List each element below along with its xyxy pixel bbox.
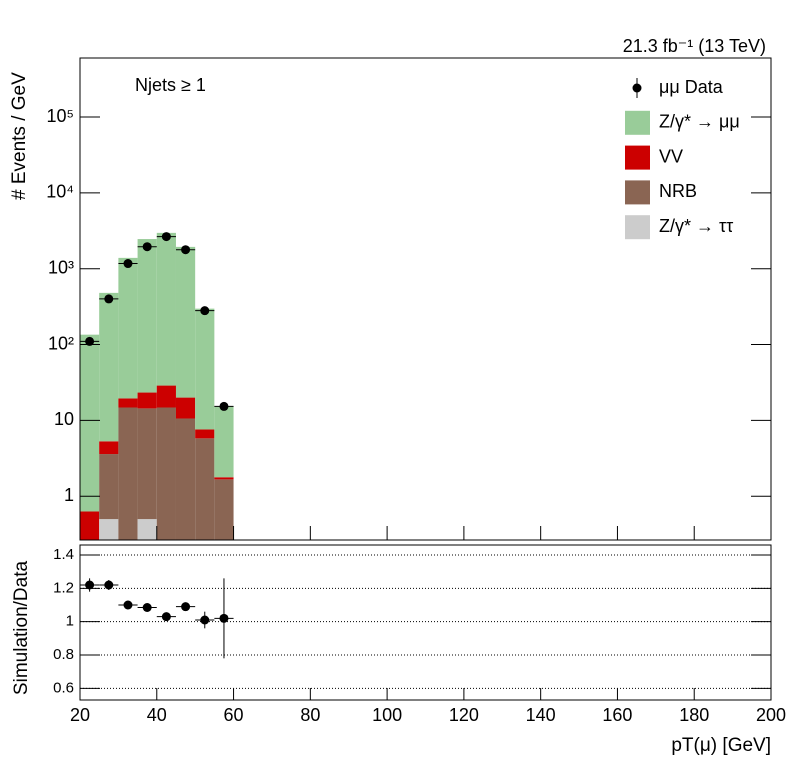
x-tick-label: 120	[449, 705, 479, 725]
stack-bar	[214, 477, 234, 480]
stack-bar	[99, 454, 119, 520]
x-tick-label: 60	[224, 705, 244, 725]
data-point	[104, 294, 114, 304]
x-tick-label: 140	[526, 705, 556, 725]
data-point	[85, 336, 95, 346]
ratio-point	[104, 580, 114, 590]
y-tick-label: 10²	[48, 333, 74, 353]
x-tick-label: 20	[70, 705, 90, 725]
legend-swatch	[625, 215, 650, 240]
y-axis-label: # Events / GeV	[9, 72, 30, 200]
stack-bar	[80, 334, 100, 512]
x-tick-label: 80	[300, 705, 320, 725]
lumi-title: 21.3 fb⁻¹ (13 TeV)	[623, 36, 766, 56]
stack-bar	[214, 406, 234, 478]
y-tick-label: 1	[64, 485, 74, 505]
annotation: Njets ≥ 1	[135, 75, 206, 95]
data-point	[123, 259, 133, 269]
x-axis-label: pT(μ) [GeV]	[671, 735, 771, 756]
ratio-point	[142, 603, 152, 612]
y-tick-label: 1.2	[53, 579, 74, 596]
frame	[79, 57, 772, 541]
data-point	[219, 401, 229, 411]
legend-label: Z/γ* → μμ	[659, 112, 740, 132]
data-point	[181, 245, 191, 255]
stack-bar	[137, 392, 157, 409]
ratio-point	[85, 580, 95, 590]
stack-bar	[80, 511, 100, 540]
ratio-point	[123, 600, 133, 610]
legend-label: Z/γ* → ττ	[659, 216, 733, 236]
stack-bar	[118, 257, 138, 399]
stack-bar	[137, 408, 157, 520]
x-tick-label: 200	[756, 705, 786, 725]
y-tick-label: 1	[66, 613, 74, 630]
stack-bar	[175, 418, 196, 540]
stack-bar	[214, 479, 234, 540]
stack-bar	[156, 232, 176, 386]
stack-bar	[118, 398, 138, 408]
stack-bar	[137, 519, 157, 540]
legend-label: μμ Data	[659, 77, 724, 97]
ratio-point	[161, 612, 171, 622]
x-tick-label: 160	[602, 705, 632, 725]
y-tick-label: 0.6	[53, 679, 74, 696]
stack-bar	[137, 239, 157, 393]
legend-swatch	[625, 110, 650, 135]
y-tick-label: 10⁴	[46, 182, 74, 202]
ratio-y-axis-label: Simulation/Data	[11, 561, 32, 696]
y-tick-label: 1.4	[53, 546, 74, 563]
stack-bar	[195, 429, 215, 439]
data-point	[142, 242, 152, 252]
y-tick-label: 0.8	[53, 646, 74, 663]
frame	[79, 544, 772, 701]
y-tick-label: 10⁵	[47, 106, 74, 126]
stack-bar	[195, 438, 215, 540]
y-tick-label: 10	[54, 409, 74, 429]
legend-swatch	[625, 180, 650, 205]
x-tick-label: 100	[372, 705, 402, 725]
stack-bar	[175, 397, 196, 419]
stack-bar	[99, 292, 119, 442]
stack-bar	[118, 407, 138, 540]
stack-bar	[99, 519, 119, 540]
ratio-point	[181, 602, 191, 612]
stack-bar	[175, 246, 196, 398]
y-tick-label: 10³	[48, 257, 74, 277]
ratio-point	[219, 613, 229, 623]
ratio-point	[200, 615, 210, 625]
legend-label: NRB	[659, 181, 697, 201]
stack-bar	[156, 385, 176, 408]
stack-bar	[156, 407, 176, 540]
stack-bar	[195, 308, 215, 430]
legend-swatch	[625, 145, 650, 170]
data-point	[161, 232, 171, 242]
legend-label: VV	[659, 146, 683, 166]
data-point	[200, 306, 210, 316]
x-tick-label: 180	[679, 705, 709, 725]
x-tick-label: 40	[147, 705, 167, 725]
stack-bar	[99, 441, 119, 455]
